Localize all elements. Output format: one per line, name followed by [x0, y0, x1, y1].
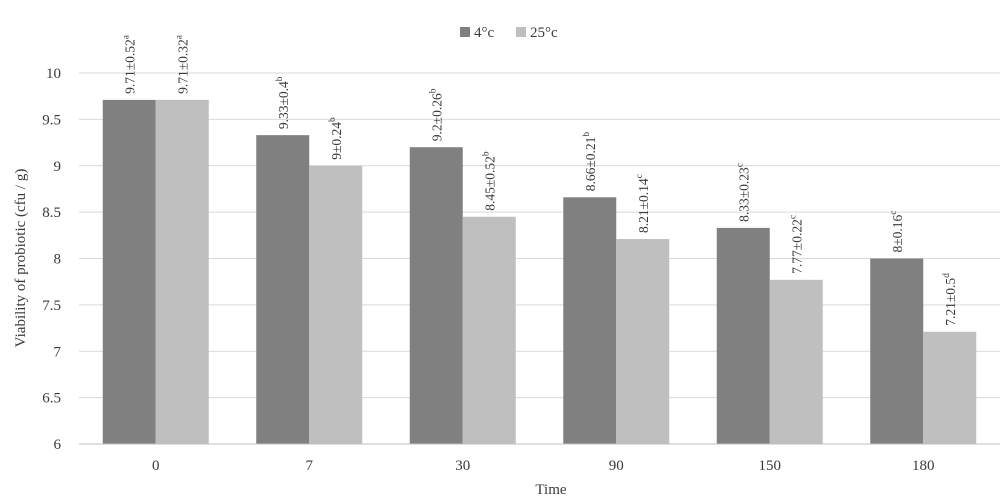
gridlines [79, 72, 1000, 399]
legend-swatch [516, 27, 526, 37]
y-tick-label: 7.5 [42, 298, 61, 314]
data-label-superscript: b [582, 132, 592, 137]
data-label-value: 8±0.16 [890, 214, 905, 252]
data-label-superscript: a [121, 34, 131, 39]
data-label-value: 9±0.24 [329, 122, 344, 160]
data-label-superscript: b [428, 88, 438, 93]
data-label-superscript: a [174, 34, 184, 39]
data-label-value: 7.77±0.22 [789, 219, 804, 274]
data-label-superscript: c [889, 210, 899, 214]
data-label: 8.33±0.23c [735, 163, 751, 222]
bar [309, 165, 363, 444]
legend-swatch [460, 27, 470, 37]
data-label-value: 7.21±0.5 [943, 278, 958, 326]
data-label-value: 9.33±0.4 [276, 81, 291, 129]
axes: 6 6.5 7 7.5 8 8.5 9 9.5 10 0 7 30 90 150 180 [42, 66, 1000, 474]
data-label-value: 8.66±0.21 [583, 137, 598, 192]
data-label-superscript: b [481, 151, 491, 156]
y-tick-label: 7 [54, 344, 62, 360]
y-tick-label: 10 [46, 66, 61, 82]
y-tick-label: 6.5 [42, 391, 61, 407]
data-label-superscript: b [328, 117, 338, 122]
data-label-value: 8.21±0.14 [636, 178, 651, 233]
x-tick-label: 7 [306, 458, 314, 474]
data-label: 8±0.16c [889, 210, 905, 252]
data-label-superscript: c [635, 174, 645, 178]
legend: 4°c 25°c [460, 25, 558, 41]
data-label: 9.71±0.32a [174, 34, 190, 94]
data-label: 9.71±0.52a [121, 34, 137, 94]
data-label: 7.21±0.5d [942, 273, 958, 326]
data-label: 8.21±0.14c [635, 174, 651, 233]
bar [870, 258, 924, 444]
bar [462, 216, 516, 444]
y-tick-label: 8 [54, 252, 62, 268]
bar [256, 135, 310, 444]
data-label-value: 9.71±0.52 [122, 39, 137, 94]
bar [102, 99, 156, 445]
y-tick-label: 9 [54, 159, 62, 175]
bar [409, 147, 463, 444]
x-axis-title: Time [535, 482, 566, 498]
data-label-superscript: c [788, 215, 798, 219]
data-label: 9.33±0.4b [275, 76, 291, 129]
bar [155, 99, 209, 445]
y-tick-label: 6 [54, 437, 62, 453]
bar [616, 239, 670, 444]
data-label: 9.2±0.26b [428, 88, 444, 141]
data-label: 8.45±0.52b [481, 151, 497, 211]
data-label-superscript: c [735, 163, 745, 167]
bar [769, 279, 823, 444]
bar [716, 227, 770, 444]
x-tick-label: 150 [759, 458, 782, 474]
data-label-value: 9.2±0.26 [429, 93, 444, 141]
data-label-value: 8.33±0.23 [736, 167, 751, 222]
bar [923, 331, 977, 444]
y-tick-label: 9.5 [42, 112, 61, 128]
x-tick-label: 90 [609, 458, 624, 474]
data-label: 9±0.24b [328, 117, 344, 160]
data-label: 7.77±0.22c [788, 215, 804, 274]
bars [102, 99, 977, 445]
x-tick-label: 180 [912, 458, 935, 474]
data-label-value: 9.71±0.32 [175, 39, 190, 94]
data-label: 8.66±0.21b [582, 132, 598, 192]
data-label-superscript: d [942, 273, 952, 278]
bar [563, 197, 617, 444]
x-tick-label: 30 [455, 458, 470, 474]
legend-label: 4°c [474, 25, 494, 41]
legend-label: 25°c [530, 25, 558, 41]
y-tick-label: 8.5 [42, 205, 61, 221]
x-tick-label: 0 [152, 458, 160, 474]
data-label-value: 8.45±0.52 [482, 156, 497, 211]
y-axis-title: Viability of probiotic (cfu / g) [13, 169, 29, 348]
data-label-superscript: b [275, 76, 285, 81]
